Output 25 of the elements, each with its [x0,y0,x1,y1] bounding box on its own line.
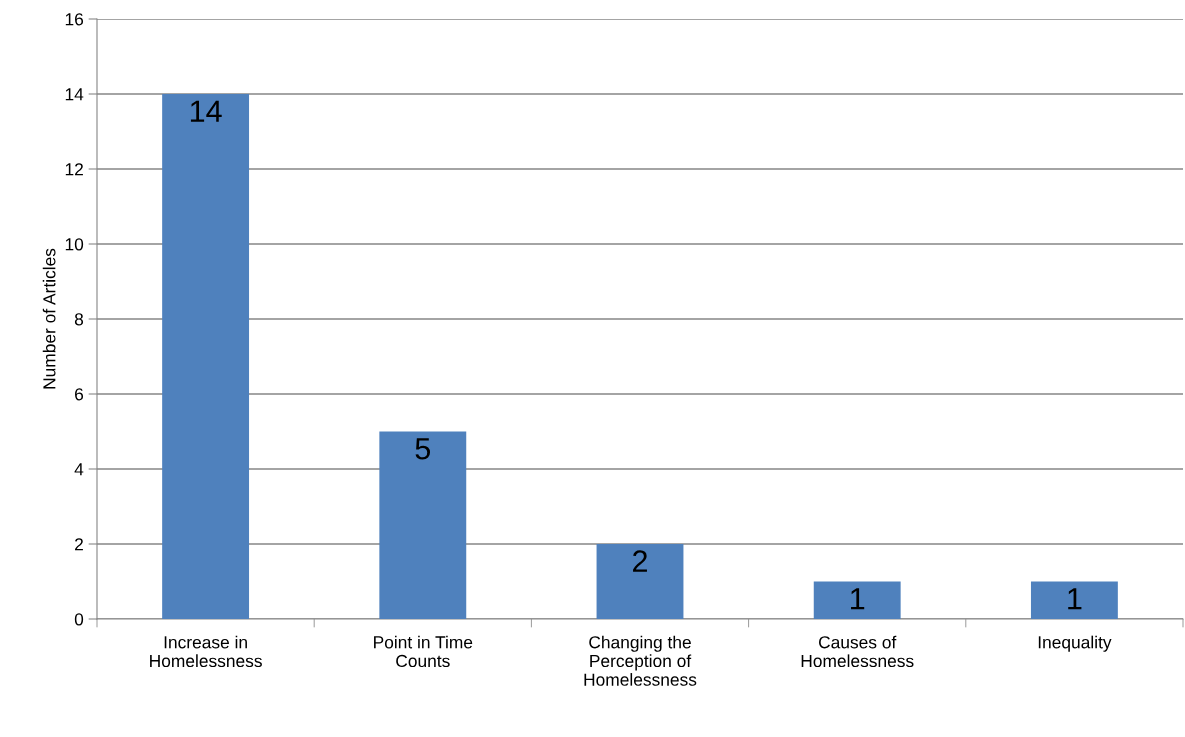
y-tick-label: 6 [75,388,84,401]
y-tick-label: 16 [65,13,84,26]
bar [1030,581,1118,619]
y-tick-label: 0 [74,613,84,626]
data-label: 2 [633,550,647,572]
x-tick-label: Point in Time Counts [374,635,473,668]
bar [162,94,250,619]
bar [813,581,901,619]
y-axis-title: Number of Articles [42,248,56,389]
y-tick-label: 12 [65,163,83,176]
x-tick-label: Causes of Homelessness [801,635,914,668]
y-tick-label: 2 [75,538,83,551]
x-tick-label: Increase in Homelessness [150,635,262,668]
data-label: 1 [851,588,865,610]
x-tick-label: Inequality [1038,635,1112,652]
y-tick-label: 14 [65,88,84,101]
x-tick-label: Changing the Perception of Homelessness [584,635,697,686]
bar [379,431,467,619]
y-tick-label: 10 [65,238,84,251]
data-label: 1 [1068,588,1082,610]
y-tick-label: 4 [74,463,84,476]
data-label: 5 [415,438,431,460]
data-label: 14 [190,100,222,122]
y-tick-label: 8 [74,313,84,326]
bar [596,544,684,619]
